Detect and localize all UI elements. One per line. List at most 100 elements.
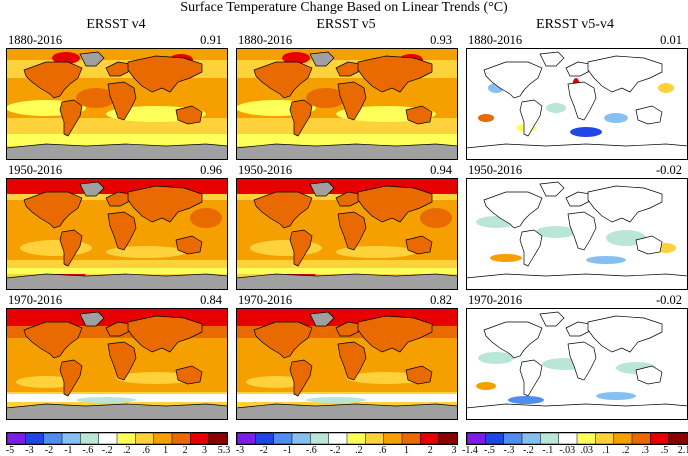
continent-asia <box>357 185 433 223</box>
continent-antarctica <box>466 143 688 160</box>
continent-antarctica <box>236 273 458 290</box>
continent-samerica <box>289 229 313 267</box>
anomaly-region <box>478 352 514 364</box>
continent-greenland <box>539 51 565 67</box>
anomaly-region <box>76 397 136 403</box>
continent-greenland <box>79 51 105 67</box>
continent-europe <box>105 321 131 337</box>
colorbar-segment <box>668 433 687 444</box>
colorbar-segment <box>171 433 192 444</box>
panel-global-value: 0.01 <box>660 33 682 47</box>
continent-namerica <box>23 61 83 99</box>
continent-africa <box>567 81 597 121</box>
continent-samerica <box>59 359 83 397</box>
colorbar-tick-label: -.6 <box>305 445 317 456</box>
colorbar-segment <box>310 433 330 444</box>
continent-samerica <box>519 229 543 267</box>
map-v5-1970 <box>236 308 458 420</box>
map-svg <box>236 178 458 290</box>
panel-period-label: 1970-2016 <box>8 293 63 307</box>
colorbar-tick-label: -.2 <box>101 445 113 456</box>
continent-europe <box>105 191 131 207</box>
continent-asia <box>587 185 663 223</box>
continent-asia <box>127 55 203 93</box>
map-svg <box>236 308 458 420</box>
colorbar-segment <box>116 433 137 444</box>
colorbar-segment <box>208 433 227 444</box>
anomaly-region <box>306 397 366 403</box>
anomaly-band <box>6 134 228 146</box>
colorbar-segment <box>558 433 578 444</box>
continent-asia <box>587 315 663 353</box>
continent-antarctica <box>6 143 228 160</box>
continent-greenland <box>539 311 565 327</box>
continent-namerica <box>23 321 83 359</box>
colorbar-tick-label: -.1 <box>542 445 554 456</box>
colorbar-segment <box>273 433 293 444</box>
map-v4-1970 <box>6 308 228 420</box>
panel-global-value: 0.91 <box>200 33 222 47</box>
map-border <box>236 178 458 290</box>
continent-australia <box>635 105 663 125</box>
anomaly-region <box>546 103 566 113</box>
continent-greenland <box>309 181 335 197</box>
continent-europe <box>105 61 131 77</box>
colorbar-tick-label: -.2 <box>329 445 341 456</box>
continent-europe <box>565 61 591 77</box>
panel-global-value: -0.02 <box>655 293 682 307</box>
anomaly-region <box>658 83 674 93</box>
colorbar-segment <box>420 433 440 444</box>
continent-antarctica <box>6 403 228 420</box>
continent-greenland <box>79 311 105 327</box>
map-diff-1950 <box>466 178 688 290</box>
colorbar-segment <box>61 433 82 444</box>
colorbar-v4 <box>6 432 228 445</box>
colorbar-tick-label: 2 <box>427 445 433 456</box>
continent-namerica <box>253 61 313 99</box>
colorbar-svg <box>7 433 227 444</box>
colorbar-v5 <box>236 432 458 445</box>
panel-global-value: 0.93 <box>430 33 452 47</box>
colorbar-segment <box>613 433 633 444</box>
colorbar-segment <box>650 433 670 444</box>
colorbar-diff-ticks: -1.4 -.5 -.3 -.2 -.1 -.03 .03 .1 .2 .3 .5 2.1 <box>462 445 688 456</box>
colorbar-tick-label: -.3 <box>503 445 515 456</box>
continent-europe <box>335 191 361 207</box>
colorbar-tick-label: 5.3 <box>217 445 231 456</box>
continent-greenland <box>79 181 105 197</box>
colorbar-segment <box>237 433 257 444</box>
continent-asia <box>587 55 663 93</box>
anomaly-band <box>6 268 228 274</box>
colorbar-segment <box>25 433 45 444</box>
map-v5-1880 <box>236 48 458 160</box>
colorbar-segment <box>7 433 27 444</box>
map-v4-1880 <box>6 48 228 160</box>
colorbar-svg <box>467 433 687 444</box>
panel-global-value: 0.96 <box>200 163 222 177</box>
colorbar-segment <box>485 433 505 444</box>
column-heading-ersst-v4: ERSST v4 <box>86 17 146 32</box>
colorbar-tick-label: -3 <box>25 445 34 456</box>
anomaly-region <box>508 396 544 404</box>
colorbar-tick-label: .6 <box>142 445 150 456</box>
colorbar-tick-label: -2 <box>259 445 268 456</box>
colorbar-tick-label: -5 <box>5 445 15 456</box>
colorbar-segment <box>365 433 385 444</box>
colorbar-tick-label: -.6 <box>82 445 94 456</box>
colorbar-segment <box>328 433 348 444</box>
continent-africa <box>337 211 367 251</box>
map-border <box>236 48 458 160</box>
colorbar-segment <box>631 433 652 444</box>
anomaly-region <box>346 372 426 384</box>
continent-africa <box>107 211 137 251</box>
colorbar-tick-label: -1 <box>283 445 292 456</box>
continent-africa <box>567 211 597 251</box>
continent-antarctica <box>6 273 228 290</box>
panel-period-label: 1880-2016 <box>8 33 63 47</box>
continent-greenland <box>539 181 565 197</box>
anomaly-region <box>596 392 636 400</box>
continent-namerica <box>483 321 543 359</box>
colorbar-tick-label: -.5 <box>484 445 495 456</box>
colorbar-tick-label: 3 <box>451 445 457 456</box>
colorbar-v5-ticks: -3 -2 -1 -.6 -.2 .2 .6 1 2 3 <box>236 446 458 456</box>
